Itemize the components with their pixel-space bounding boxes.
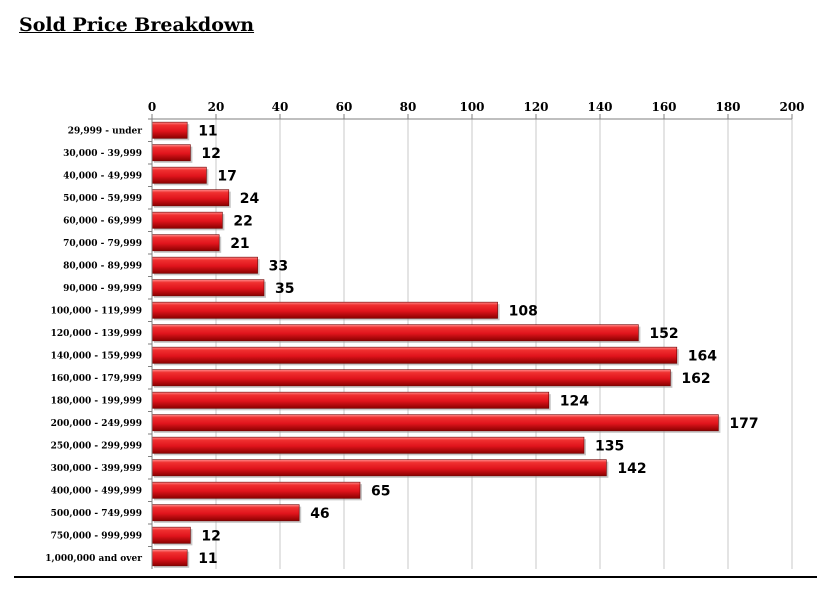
x-tick-label: 180	[715, 100, 740, 114]
bar	[151, 346, 678, 364]
bar	[151, 301, 498, 319]
bar	[151, 324, 639, 342]
category-label: 60,000 - 69,999	[63, 216, 142, 226]
data-label: 65	[371, 483, 390, 499]
data-label: 135	[595, 438, 624, 454]
data-label: 33	[269, 258, 288, 274]
category-label: 300,000 - 399,999	[51, 464, 142, 474]
category-label: 400,000 - 499,999	[51, 486, 142, 496]
x-tick-label: 100	[459, 100, 484, 114]
category-label: 29,999 - under	[68, 126, 143, 136]
category-label: 200,000 - 249,999	[51, 419, 142, 429]
data-label: 12	[201, 146, 220, 162]
gridlines	[215, 119, 793, 569]
category-label: 50,000 - 59,999	[63, 194, 142, 204]
data-label: 177	[729, 416, 758, 432]
bar	[151, 144, 191, 162]
bar	[151, 234, 220, 252]
bar	[151, 436, 585, 454]
data-label: 162	[681, 371, 710, 387]
data-label: 46	[310, 506, 329, 522]
bar	[151, 279, 265, 297]
x-tick-label: 120	[523, 100, 548, 114]
bars	[151, 121, 721, 568]
data-label: 21	[230, 236, 249, 252]
bar	[151, 481, 361, 499]
bar	[151, 459, 607, 477]
x-tick-label: 20	[208, 100, 225, 114]
data-label: 142	[617, 461, 646, 477]
category-label: 500,000 - 749,999	[51, 509, 142, 519]
bar	[151, 211, 223, 229]
category-label: 80,000 - 89,999	[63, 261, 142, 271]
category-label: 250,000 - 299,999	[51, 441, 142, 451]
x-tick-label: 60	[336, 100, 353, 114]
data-label: 11	[198, 123, 217, 139]
category-label: 120,000 - 139,999	[51, 329, 142, 339]
data-label: 124	[560, 393, 589, 409]
category-label: 30,000 - 39,999	[63, 149, 142, 159]
data-label: 17	[217, 168, 236, 184]
data-label: 35	[275, 281, 294, 297]
x-tick-label: 140	[587, 100, 612, 114]
x-axis-ticks: 0 20 40 60 80 100 120 140 160 180 200	[148, 100, 805, 120]
category-label: 180,000 - 199,999	[51, 396, 142, 406]
x-tick-label: 80	[400, 100, 417, 114]
x-tick-label: 160	[651, 100, 676, 114]
bar	[151, 414, 719, 432]
data-label: 11	[198, 551, 217, 567]
data-label: 22	[233, 213, 252, 229]
category-labels: 29,999 - under 30,000 - 39,999 40,000 - 49…	[45, 118, 152, 564]
category-label: 70,000 - 79,999	[63, 239, 142, 249]
page-title: Sold Price Breakdown	[19, 14, 255, 36]
bar	[151, 526, 191, 544]
category-label: 1,000,000 and over	[45, 554, 142, 564]
category-label: 140,000 - 159,999	[51, 351, 142, 361]
x-tick-label: 200	[779, 100, 804, 114]
category-label: 40,000 - 49,999	[63, 171, 142, 181]
data-label: 12	[201, 528, 220, 544]
data-label: 24	[240, 191, 260, 207]
data-label: 108	[509, 303, 538, 319]
data-label: 152	[649, 326, 678, 342]
bar	[151, 369, 671, 387]
bar	[151, 504, 300, 522]
category-label: 90,000 - 99,999	[63, 284, 142, 294]
footer-rule	[14, 576, 817, 578]
category-label: 100,000 - 119,999	[51, 306, 142, 316]
bar	[151, 166, 207, 184]
category-label: 750,000 - 999,999	[51, 531, 142, 541]
category-label: 160,000 - 179,999	[51, 374, 142, 384]
bar	[151, 189, 230, 207]
data-label: 164	[688, 348, 717, 364]
bar	[151, 121, 188, 139]
x-tick-label: 40	[272, 100, 289, 114]
x-tick-label: 0	[148, 100, 156, 114]
bar	[151, 391, 550, 409]
bar	[151, 256, 258, 274]
bar	[151, 549, 188, 567]
